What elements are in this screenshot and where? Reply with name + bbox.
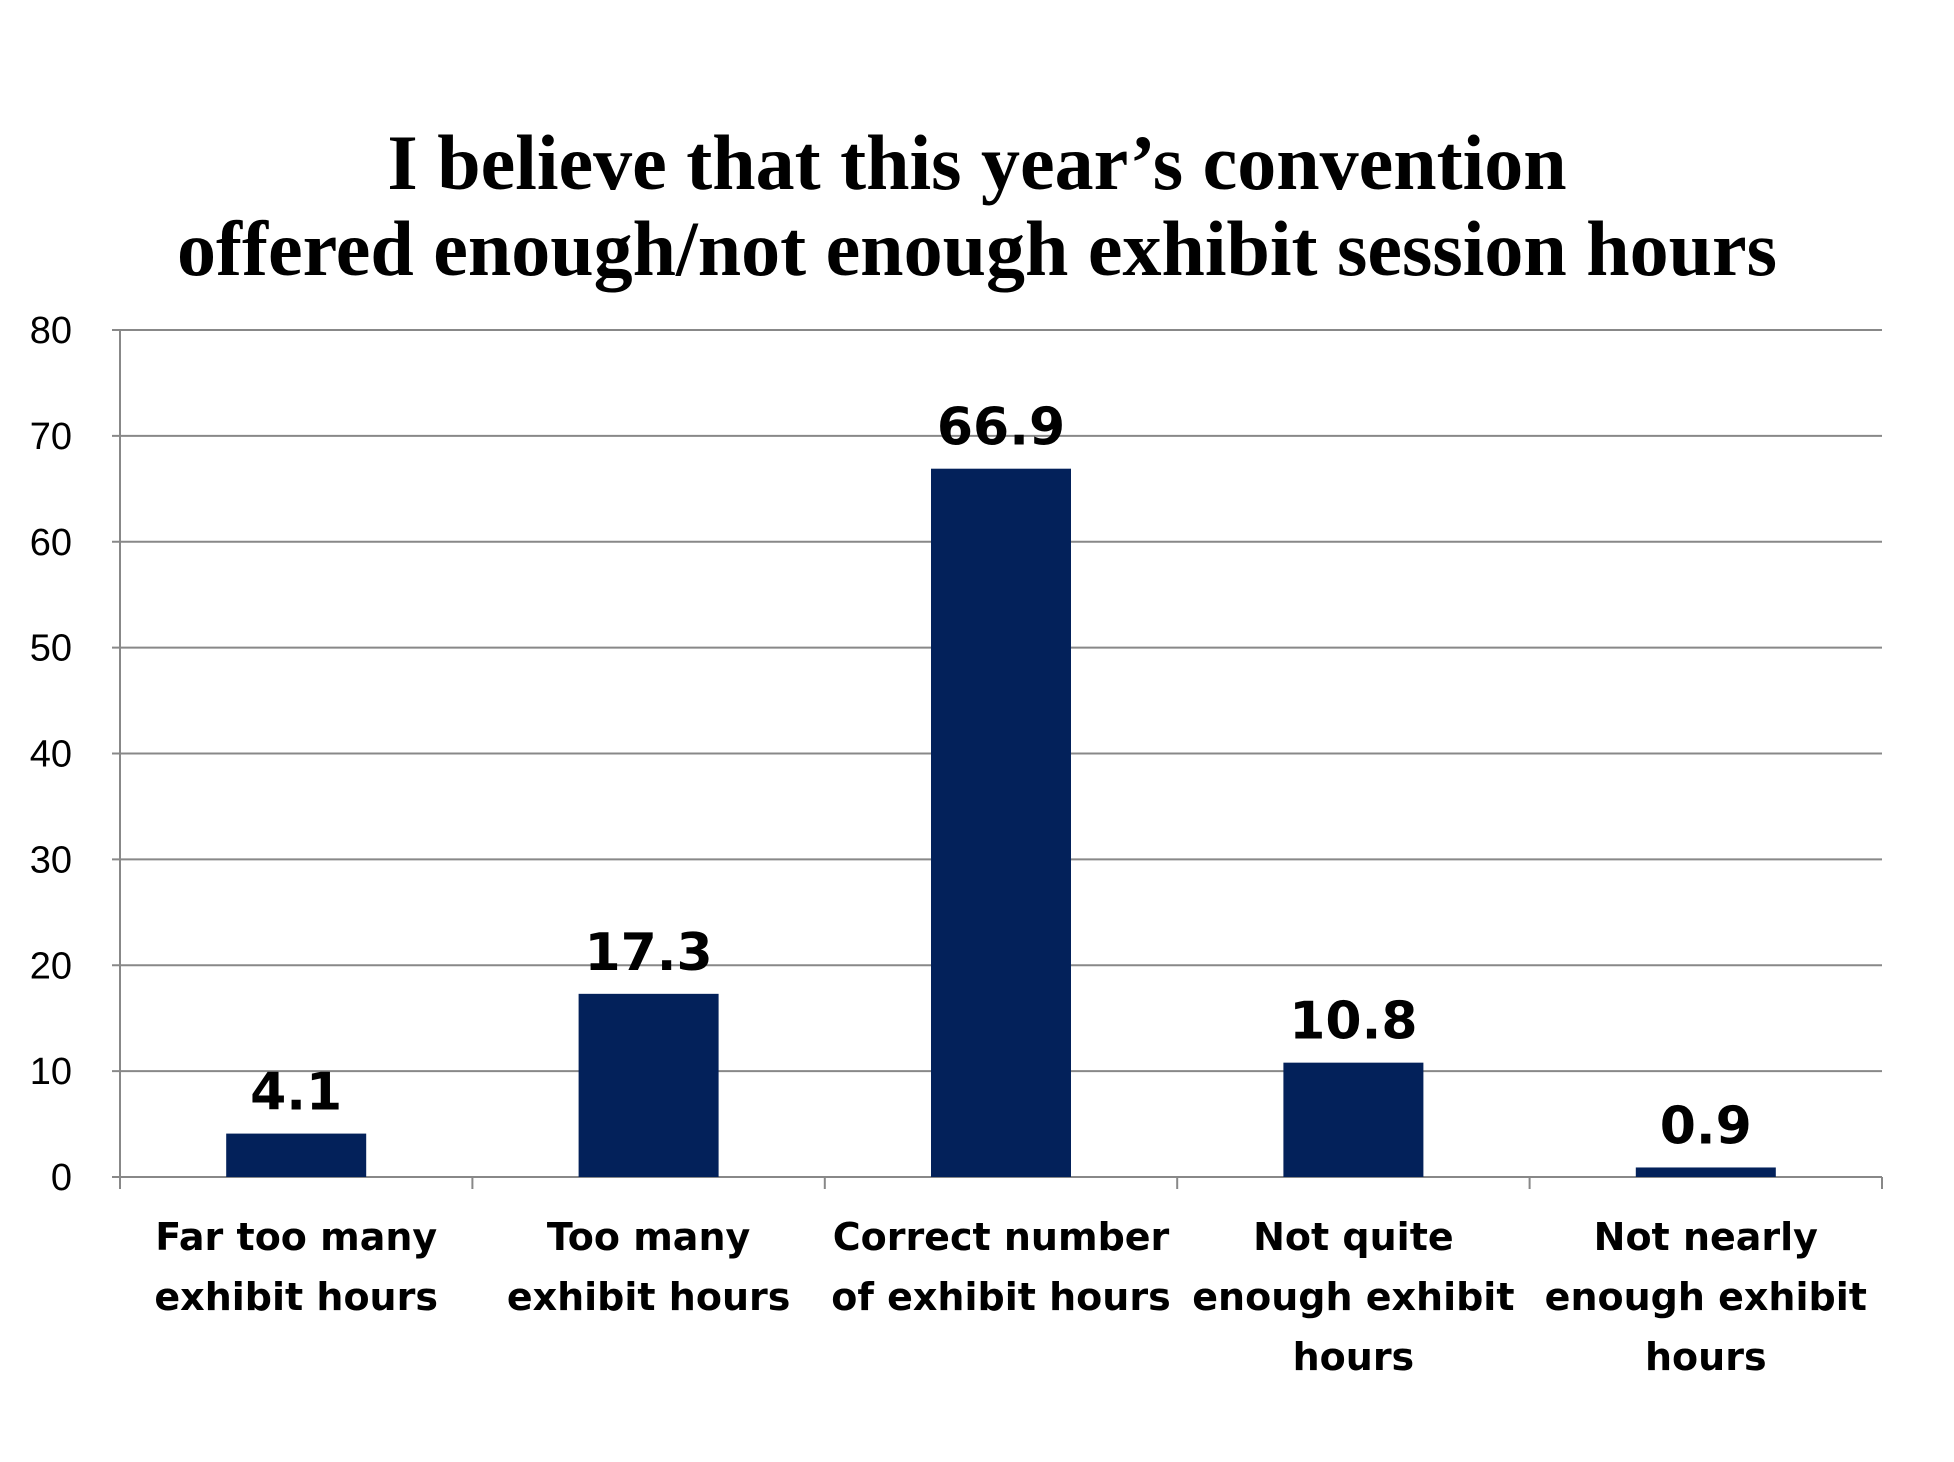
- chart-title-line-2: offered enough/not enough exhibit sessio…: [177, 205, 1777, 292]
- y-tick-label: 30: [30, 839, 72, 881]
- y-tick-label: 0: [51, 1157, 72, 1199]
- y-tick-label: 10: [30, 1051, 72, 1093]
- category-label: hours: [1645, 1335, 1767, 1379]
- chart-title: I believe that this year’s convention of…: [0, 120, 1954, 292]
- bar: [1635, 1167, 1776, 1177]
- data-label: 66.9: [937, 398, 1065, 458]
- category-label: exhibit hours: [507, 1275, 791, 1319]
- bar: [931, 468, 1071, 1177]
- category-label: Not quite: [1253, 1215, 1454, 1259]
- category-label: of exhibit hours: [831, 1275, 1170, 1319]
- bar: [1283, 1062, 1424, 1177]
- data-label: 4.1: [250, 1063, 342, 1123]
- category-label: hours: [1293, 1335, 1415, 1379]
- data-label: 10.8: [1289, 992, 1417, 1052]
- data-label: 17.3: [584, 923, 712, 983]
- bar: [226, 1133, 367, 1177]
- data-labels: 4.1 17.3 66.9 10.8 0.9: [250, 398, 1752, 1157]
- category-label: enough exhibit: [1545, 1275, 1867, 1319]
- y-tick-label: 70: [30, 416, 72, 458]
- category-label: Not nearly: [1594, 1215, 1819, 1259]
- bars: [226, 468, 1776, 1177]
- category-labels: Far too many exhibit hours Too many exhibit…: [154, 1215, 1866, 1379]
- bar: [578, 993, 719, 1177]
- category-label: Correct number: [833, 1215, 1170, 1259]
- y-tick-label: 20: [30, 945, 72, 987]
- category-label: enough exhibit: [1192, 1275, 1514, 1319]
- category-label: Too many: [547, 1215, 751, 1259]
- data-label: 0.9: [1660, 1096, 1752, 1156]
- y-tick-label: 60: [30, 522, 72, 564]
- category-label: Far too many: [155, 1215, 437, 1259]
- y-tick-label: 80: [30, 310, 72, 352]
- chart-title-line-1: I believe that this year’s convention: [387, 119, 1567, 206]
- y-tick-label: 40: [30, 734, 72, 776]
- y-tick-label: 50: [30, 628, 72, 670]
- y-tick-labels: 0 10 20 30 40 50 60 70 80: [30, 310, 72, 1199]
- category-label: exhibit hours: [154, 1275, 438, 1319]
